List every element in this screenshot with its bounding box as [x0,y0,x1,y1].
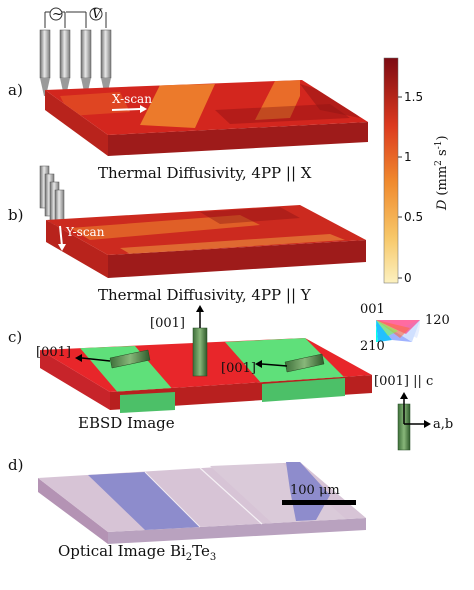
colorbar-tick: 0 [404,271,412,285]
ipf-label-001: 001 [360,302,385,317]
ab-axis-label: a,b [433,417,453,432]
direction-arrow-right [261,363,288,367]
scale-bar-label: 100 μm [290,483,340,498]
colorbar-tick: 1 [404,150,412,164]
x-scan-label: X-scan [112,92,152,106]
panel-c: c) [001] [001] [8,302,453,451]
colorbar-tick: 0.5 [404,210,423,224]
crystal-prism-center [192,327,208,377]
panel-b-caption: Thermal Diffusivity, 4PP || Y [98,286,312,304]
colorbar-gradient [383,57,399,284]
scale-bar: 100 μm [282,483,356,505]
crystal-prism-right [284,353,325,373]
direction-label-center: [001] [150,316,185,331]
diffusivity-map-x: X-scan [45,80,368,156]
ac-source-symbol: ~ [52,7,63,22]
crystal-axis-legend: [001] || c a,b [374,374,453,451]
crystal-prism-left [109,349,151,369]
panel-d-label: d) [8,456,23,474]
panel-c-label: c) [8,328,22,346]
y-scan-arrow [59,225,63,247]
voltmeter-icon [89,7,103,21]
scale-bar-line [282,500,356,505]
direction-label-left: [001] [36,345,71,360]
direction-arrow-left [81,357,111,362]
y-scan-label: Y-scan [65,225,105,239]
crystal-axis-header: [001] || c [374,374,433,389]
panel-b-label: b) [8,206,23,224]
four-point-probe-a: ~ V [39,7,112,96]
panel-a: a) ~ V [8,7,368,182]
ipf-color-key: 001 120 210 [360,302,450,354]
panel-a-label: a) [8,81,23,99]
panel-b: b) Y-scan Thermal Diffusivity, 4PP || Y [8,165,366,304]
optical-image [38,462,366,544]
ipf-label-120: 120 [425,313,450,328]
panel-d-caption: Optical Image Bi2Te3 [58,542,216,563]
colorbar-ticks: 1.5 1 0.5 0 [398,90,423,285]
x-scan-arrow [111,108,141,111]
colorbar-label: D(mm2 s-1) [434,135,450,211]
colorbar: 1.5 1 0.5 0 D(mm2 s-1) [383,57,450,285]
voltmeter-symbol: V [92,7,103,22]
diffusivity-map-y: Y-scan [46,205,366,278]
panel-c-caption: EBSD Image [78,414,175,432]
direction-label-right: [001] [221,361,256,376]
panel-d: d) 100 μm Optical Image Bi2Te3 [8,456,366,563]
panel-a-caption: Thermal Diffusivity, 4PP || X [98,164,312,182]
colorbar-tick: 1.5 [404,90,423,104]
ipf-label-210: 210 [360,339,385,354]
ebsd-map [40,338,372,413]
probe-tips-a [39,29,112,96]
ac-source-icon [49,7,63,21]
